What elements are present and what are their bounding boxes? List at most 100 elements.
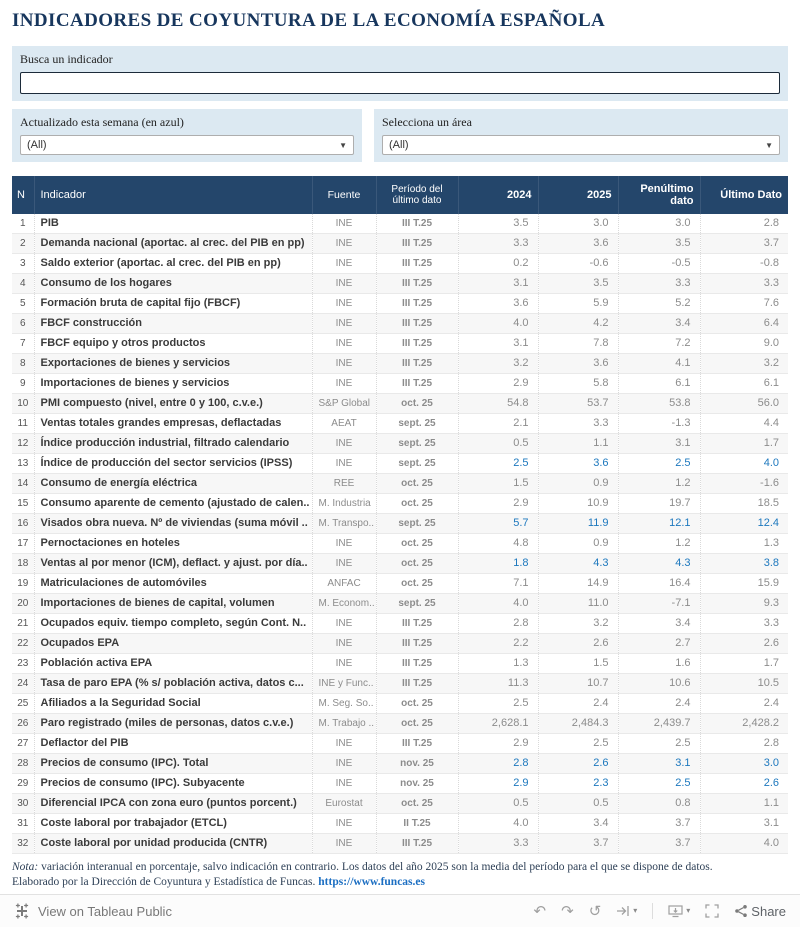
indicator-name[interactable]: Ventas totales grandes empresas, deflact… [34,413,313,434]
table-row[interactable]: 27 Deflactor del PIB INE III T.25 2.9 2.… [12,733,788,754]
value-penultimate[interactable]: 2,439.7 [618,713,701,734]
value-2025[interactable]: 10.9 [538,493,619,514]
value-2025[interactable]: 3.5 [538,273,619,294]
period-cell[interactable]: III T.25 [376,233,459,254]
indicator-name[interactable]: Precios de consumo (IPC). Subyacente [34,773,313,794]
value-2024[interactable]: 4.0 [458,313,539,334]
value-penultimate[interactable]: 16.4 [618,573,701,594]
table-row[interactable]: 18 Ventas al por menor (ICM), deflact. y… [12,553,788,574]
value-2025[interactable]: 0.5 [538,793,619,814]
value-penultimate[interactable]: 12.1 [618,513,701,534]
value-2024[interactable]: 7.1 [458,573,539,594]
value-latest[interactable]: 1.7 [700,433,788,454]
value-latest[interactable]: 3.3 [700,613,788,634]
indicator-name[interactable]: Paro registrado (miles de personas, dato… [34,713,313,734]
value-2025[interactable]: 5.8 [538,373,619,394]
value-latest[interactable]: 3.8 [700,553,788,574]
value-2024[interactable]: 11.3 [458,673,539,694]
source-cell[interactable]: INE [312,733,377,754]
source-cell[interactable]: INE [312,313,377,334]
value-2025[interactable]: 14.9 [538,573,619,594]
value-2024[interactable]: 1.3 [458,653,539,674]
value-2024[interactable]: 2.5 [458,693,539,714]
value-2024[interactable]: 2,628.1 [458,713,539,734]
value-2025[interactable]: 0.9 [538,473,619,494]
period-cell[interactable]: III T.25 [376,653,459,674]
value-penultimate[interactable]: 4.1 [618,353,701,374]
indicator-name[interactable]: Ocupados EPA [34,633,313,654]
period-cell[interactable]: III T.25 [376,633,459,654]
source-cell[interactable]: INE [312,333,377,354]
table-row[interactable]: 10 PMI compuesto (nivel, entre 0 y 100, … [12,393,788,414]
indicator-name[interactable]: Importaciones de bienes de capital, volu… [34,593,313,614]
value-penultimate[interactable]: 3.4 [618,613,701,634]
value-penultimate[interactable]: 7.2 [618,333,701,354]
header-penultimate[interactable]: Penúltimo dato [618,176,701,214]
table-row[interactable]: 25 Afiliados a la Seguridad Social M. Se… [12,693,788,714]
value-penultimate[interactable]: 0.8 [618,793,701,814]
value-latest[interactable]: 2.4 [700,693,788,714]
value-penultimate[interactable]: 3.1 [618,753,701,774]
indicator-name[interactable]: Población activa EPA [34,653,313,674]
value-2025[interactable]: 3.7 [538,833,619,854]
table-row[interactable]: 12 Índice producción industrial, filtrad… [12,433,788,454]
value-2025[interactable]: 53.7 [538,393,619,414]
value-penultimate[interactable]: 2.7 [618,633,701,654]
table-row[interactable]: 32 Coste laboral por unidad producida (C… [12,833,788,854]
source-cell[interactable]: AEAT [312,413,377,434]
value-2024[interactable]: 2.5 [458,453,539,474]
indicator-name[interactable]: Consumo de energía eléctrica [34,473,313,494]
source-cell[interactable]: INE [312,533,377,554]
source-cell[interactable]: INE [312,773,377,794]
period-cell[interactable]: oct. 25 [376,793,459,814]
value-latest[interactable]: 1.1 [700,793,788,814]
table-row[interactable]: 8 Exportaciones de bienes y servicios IN… [12,353,788,374]
pause-updates-button[interactable]: ▾ [616,904,637,918]
period-cell[interactable]: III T.25 [376,293,459,314]
table-row[interactable]: 11 Ventas totales grandes empresas, defl… [12,413,788,434]
value-latest[interactable]: 2.6 [700,773,788,794]
source-cell[interactable]: M. Trabajo .. [312,713,377,734]
period-cell[interactable]: oct. 25 [376,553,459,574]
indicator-name[interactable]: Coste laboral por unidad producida (CNTR… [34,833,313,854]
indicator-name[interactable]: Matriculaciones de automóviles [34,573,313,594]
period-cell[interactable]: III T.25 [376,833,459,854]
source-cell[interactable]: INE [312,453,377,474]
period-cell[interactable]: III T.25 [376,373,459,394]
replay-button[interactable]: ↺ [589,904,602,919]
indicator-name[interactable]: FBCF equipo y otros productos [34,333,313,354]
table-row[interactable]: 23 Población activa EPA INE III T.25 1.3… [12,653,788,674]
value-2025[interactable]: 2,484.3 [538,713,619,734]
value-2025[interactable]: 11.9 [538,513,619,534]
value-latest[interactable]: 1.7 [700,653,788,674]
header-latest[interactable]: Último Dato [700,176,788,214]
source-cell[interactable]: INE [312,813,377,834]
value-2025[interactable]: 0.9 [538,533,619,554]
period-cell[interactable]: sept. 25 [376,433,459,454]
period-cell[interactable]: III T.25 [376,353,459,374]
value-latest[interactable]: 3.0 [700,753,788,774]
period-cell[interactable]: sept. 25 [376,413,459,434]
header-source[interactable]: Fuente [312,176,377,214]
source-cell[interactable]: M. Seg. So.. [312,693,377,714]
value-2024[interactable]: 2.9 [458,773,539,794]
indicator-name[interactable]: Consumo de los hogares [34,273,313,294]
area-filter-dropdown[interactable]: (All) ▼ [382,135,780,155]
value-2025[interactable]: 4.2 [538,313,619,334]
period-cell[interactable]: oct. 25 [376,693,459,714]
value-2024[interactable]: 1.8 [458,553,539,574]
period-cell[interactable]: sept. 25 [376,453,459,474]
value-penultimate[interactable]: 6.1 [618,373,701,394]
value-2024[interactable]: 0.5 [458,793,539,814]
value-latest[interactable]: 18.5 [700,493,788,514]
value-2025[interactable]: 3.0 [538,214,619,234]
value-2024[interactable]: 2.2 [458,633,539,654]
source-cell[interactable]: INE [312,653,377,674]
value-penultimate[interactable]: 2.4 [618,693,701,714]
value-2025[interactable]: 1.5 [538,653,619,674]
table-row[interactable]: 17 Pernoctaciones en hoteles INE oct. 25… [12,533,788,554]
value-latest[interactable]: -0.8 [700,253,788,274]
value-2025[interactable]: 3.6 [538,233,619,254]
value-2024[interactable]: 2.8 [458,613,539,634]
indicator-name[interactable]: Diferencial IPCA con zona euro (puntos p… [34,793,313,814]
